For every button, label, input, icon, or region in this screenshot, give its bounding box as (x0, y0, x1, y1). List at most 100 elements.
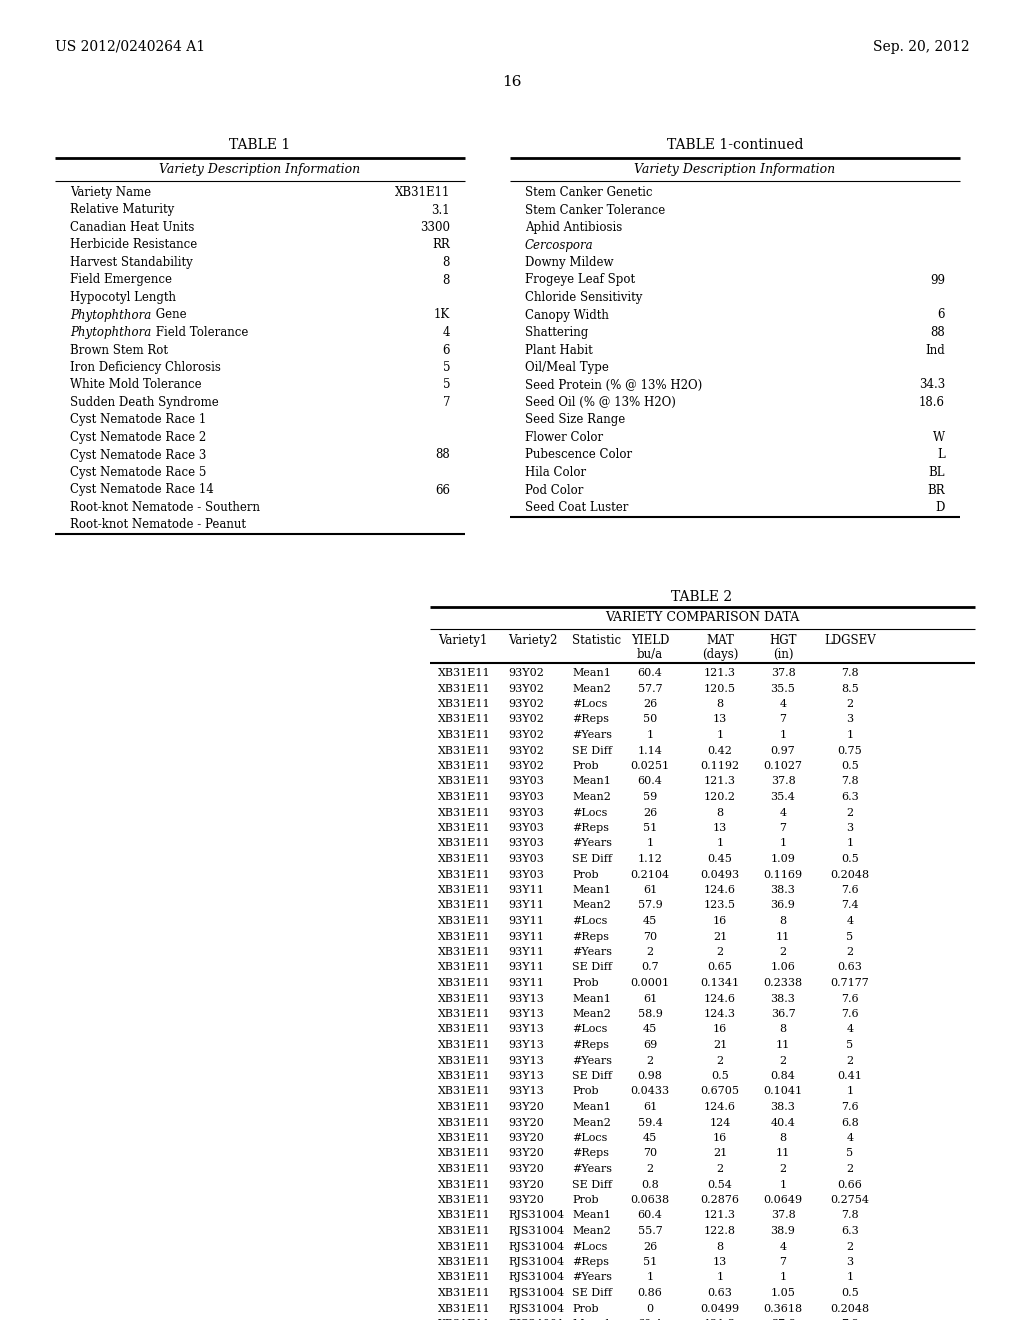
Text: 124: 124 (710, 1118, 731, 1127)
Text: Harvest Standability: Harvest Standability (70, 256, 193, 269)
Text: Mean2: Mean2 (572, 1008, 611, 1019)
Text: RJS31004: RJS31004 (508, 1210, 564, 1221)
Text: 1: 1 (717, 1272, 724, 1283)
Text: Root-knot Nematode - Peanut: Root-knot Nematode - Peanut (70, 519, 246, 532)
Text: XB31E11: XB31E11 (438, 1148, 490, 1159)
Text: 51: 51 (643, 822, 657, 833)
Text: XB31E11: XB31E11 (438, 700, 490, 709)
Text: 57.7: 57.7 (638, 684, 663, 693)
Text: 93Y02: 93Y02 (508, 746, 544, 755)
Text: SE Diff: SE Diff (572, 854, 612, 865)
Text: 1.12: 1.12 (638, 854, 663, 865)
Text: Oil/Meal Type: Oil/Meal Type (525, 360, 609, 374)
Text: 0.7: 0.7 (641, 962, 658, 973)
Text: XB31E11: XB31E11 (438, 1024, 490, 1035)
Text: XB31E11: XB31E11 (438, 730, 490, 741)
Text: Downy Mildew: Downy Mildew (525, 256, 613, 269)
Text: Prob: Prob (572, 1086, 599, 1097)
Text: YIELD: YIELD (631, 634, 670, 647)
Text: 2: 2 (779, 1056, 786, 1065)
Text: #Years: #Years (572, 1056, 612, 1065)
Text: RJS31004: RJS31004 (508, 1288, 564, 1298)
Text: Mean1: Mean1 (572, 776, 611, 787)
Text: Stem Canker Tolerance: Stem Canker Tolerance (525, 203, 666, 216)
Text: 93Y03: 93Y03 (508, 854, 544, 865)
Text: 2: 2 (646, 946, 653, 957)
Text: 8: 8 (779, 1024, 786, 1035)
Text: 0.5: 0.5 (711, 1071, 729, 1081)
Text: XB31E11: XB31E11 (438, 1086, 490, 1097)
Text: 37.8: 37.8 (771, 1210, 796, 1221)
Text: 123.5: 123.5 (705, 900, 736, 911)
Text: 121.3: 121.3 (705, 668, 736, 678)
Text: Cyst Nematode Race 5: Cyst Nematode Race 5 (70, 466, 207, 479)
Text: 1.09: 1.09 (771, 854, 796, 865)
Text: 93Y13: 93Y13 (508, 1086, 544, 1097)
Text: 61: 61 (643, 1102, 657, 1111)
Text: Variety Name: Variety Name (70, 186, 152, 199)
Text: RJS31004: RJS31004 (508, 1226, 564, 1236)
Text: 88: 88 (930, 326, 945, 339)
Text: XB31E11: XB31E11 (438, 962, 490, 973)
Text: 1.06: 1.06 (771, 962, 796, 973)
Text: 69: 69 (643, 1040, 657, 1049)
Text: Relative Maturity: Relative Maturity (70, 203, 174, 216)
Text: 93Y02: 93Y02 (508, 730, 544, 741)
Text: 0.84: 0.84 (771, 1071, 796, 1081)
Text: 16: 16 (713, 1024, 727, 1035)
Text: Mean1: Mean1 (572, 884, 611, 895)
Text: 0.2048: 0.2048 (830, 1304, 869, 1313)
Text: 0.1041: 0.1041 (764, 1086, 803, 1097)
Text: Chloride Sensitivity: Chloride Sensitivity (525, 290, 642, 304)
Text: Seed Protein (% @ 13% H2O): Seed Protein (% @ 13% H2O) (525, 379, 702, 392)
Text: 2: 2 (779, 1164, 786, 1173)
Text: 2: 2 (717, 946, 724, 957)
Text: 120.5: 120.5 (705, 684, 736, 693)
Text: 1: 1 (779, 1272, 786, 1283)
Text: Pod Color: Pod Color (525, 483, 584, 496)
Text: Brown Stem Rot: Brown Stem Rot (70, 343, 168, 356)
Text: 0.2876: 0.2876 (700, 1195, 739, 1205)
Text: 4: 4 (847, 1133, 854, 1143)
Text: 0.7177: 0.7177 (830, 978, 869, 987)
Text: Mean1: Mean1 (572, 994, 611, 1003)
Text: 7.6: 7.6 (841, 1008, 859, 1019)
Text: XB31E11: XB31E11 (438, 714, 490, 725)
Text: 2: 2 (847, 1056, 854, 1065)
Text: 21: 21 (713, 932, 727, 941)
Text: 5: 5 (847, 1040, 854, 1049)
Text: 61: 61 (643, 994, 657, 1003)
Text: 0.0499: 0.0499 (700, 1304, 739, 1313)
Text: 55.7: 55.7 (638, 1226, 663, 1236)
Text: Gene: Gene (152, 309, 186, 322)
Text: Seed Size Range: Seed Size Range (525, 413, 626, 426)
Text: 35.4: 35.4 (771, 792, 796, 803)
Text: 38.3: 38.3 (771, 1102, 796, 1111)
Text: Cercospora: Cercospora (525, 239, 594, 252)
Text: 93Y02: 93Y02 (508, 668, 544, 678)
Text: 58.9: 58.9 (638, 1008, 663, 1019)
Text: 7.6: 7.6 (841, 884, 859, 895)
Text: Canopy Width: Canopy Width (525, 309, 609, 322)
Text: 0.0433: 0.0433 (631, 1086, 670, 1097)
Text: XB31E11: XB31E11 (438, 792, 490, 803)
Text: 16: 16 (502, 75, 522, 88)
Text: XB31E11: XB31E11 (438, 762, 490, 771)
Text: Mean2: Mean2 (572, 792, 611, 803)
Text: 16: 16 (713, 1133, 727, 1143)
Text: Field Tolerance: Field Tolerance (152, 326, 249, 339)
Text: Prob: Prob (572, 978, 599, 987)
Text: 13: 13 (713, 822, 727, 833)
Text: Mean1: Mean1 (572, 668, 611, 678)
Text: 93Y13: 93Y13 (508, 1008, 544, 1019)
Text: MAT: MAT (707, 634, 734, 647)
Text: 4: 4 (847, 916, 854, 927)
Text: 38.3: 38.3 (771, 994, 796, 1003)
Text: TABLE 2: TABLE 2 (672, 590, 732, 605)
Text: 2: 2 (646, 1164, 653, 1173)
Text: 3: 3 (847, 822, 854, 833)
Text: 0.2048: 0.2048 (830, 870, 869, 879)
Text: 8: 8 (779, 1133, 786, 1143)
Text: 4: 4 (779, 1242, 786, 1251)
Text: #Locs: #Locs (572, 916, 607, 927)
